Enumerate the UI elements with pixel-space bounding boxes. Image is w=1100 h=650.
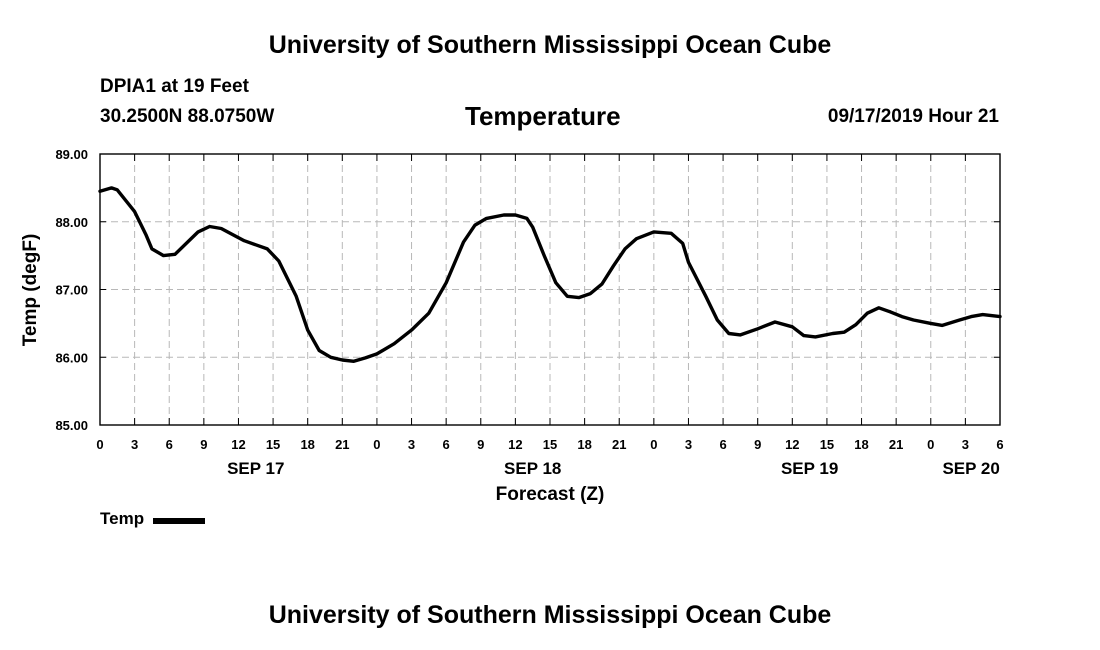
- x-tick-label: 18: [577, 437, 591, 452]
- series-layer: [98, 186, 1002, 363]
- legend-swatch: [153, 518, 206, 524]
- x-tick-label: 21: [335, 437, 349, 452]
- x-tick-label: 15: [266, 437, 280, 452]
- y-tick-label: 88.00: [55, 215, 88, 230]
- x-tick-label: 0: [373, 437, 380, 452]
- temp-series-line: [98, 186, 1002, 363]
- x-tick-label: 9: [477, 437, 484, 452]
- x-tick-label: 3: [408, 437, 415, 452]
- y-tick-label: 87.00: [55, 283, 88, 298]
- y-tick-label: 85.00: [55, 418, 88, 433]
- x-tick-label: 9: [200, 437, 207, 452]
- location-label: 30.2500N 88.0750W: [100, 106, 275, 127]
- x-tick-label: 18: [854, 437, 868, 452]
- x-tick-label: 9: [754, 437, 761, 452]
- y-tick-label: 89.00: [55, 147, 88, 162]
- y-tick-label: 86.00: [55, 350, 88, 365]
- x-tick-label: 12: [231, 437, 245, 452]
- y-axis-label: Temp (degF): [20, 234, 41, 347]
- chart-title: Temperature: [465, 101, 621, 131]
- datetime-label: 09/17/2019 Hour 21: [827, 106, 999, 127]
- x-tick-label: 3: [962, 437, 969, 452]
- x-tick-label: 18: [300, 437, 314, 452]
- day-label: SEP 19: [781, 459, 838, 478]
- x-tick-label: 6: [996, 437, 1003, 452]
- bottom-title: University of Southern Mississippi Ocean…: [268, 601, 832, 629]
- x-tick-label: 6: [443, 437, 450, 452]
- day-label: SEP 17: [227, 459, 284, 478]
- x-axis-label: Forecast (Z): [496, 484, 605, 505]
- day-label: SEP 20: [942, 459, 999, 478]
- x-tick-label: 0: [96, 437, 103, 452]
- x-tick-label: 6: [166, 437, 173, 452]
- x-tick-label: 21: [612, 437, 626, 452]
- legend: Temp: [100, 509, 206, 529]
- x-tick-label: 0: [927, 437, 934, 452]
- x-tick-label: 0: [650, 437, 657, 452]
- day-label: SEP 18: [504, 459, 561, 478]
- x-tick-label: 3: [131, 437, 138, 452]
- plot-frame: [99, 153, 1001, 426]
- axes: [99, 153, 1001, 426]
- legend-label: Temp: [100, 509, 145, 528]
- x-tick-label: 15: [543, 437, 557, 452]
- tick-labels: 85.00 86.00 87.00 88.00 89.00 0 3 6 9 12 15 18 21 0 3 6…: [55, 147, 1003, 478]
- station-label: DPIA1 at 19 Feet: [100, 76, 249, 97]
- x-tick-label: 21: [889, 437, 903, 452]
- top-title: University of Southern Mississippi Ocean…: [268, 31, 832, 59]
- x-tick-label: 12: [508, 437, 522, 452]
- x-tick-label: 15: [820, 437, 834, 452]
- x-tick-label: 12: [785, 437, 799, 452]
- x-tick-label: 6: [719, 437, 726, 452]
- x-tick-label: 3: [685, 437, 692, 452]
- grid-lines: [100, 154, 1000, 425]
